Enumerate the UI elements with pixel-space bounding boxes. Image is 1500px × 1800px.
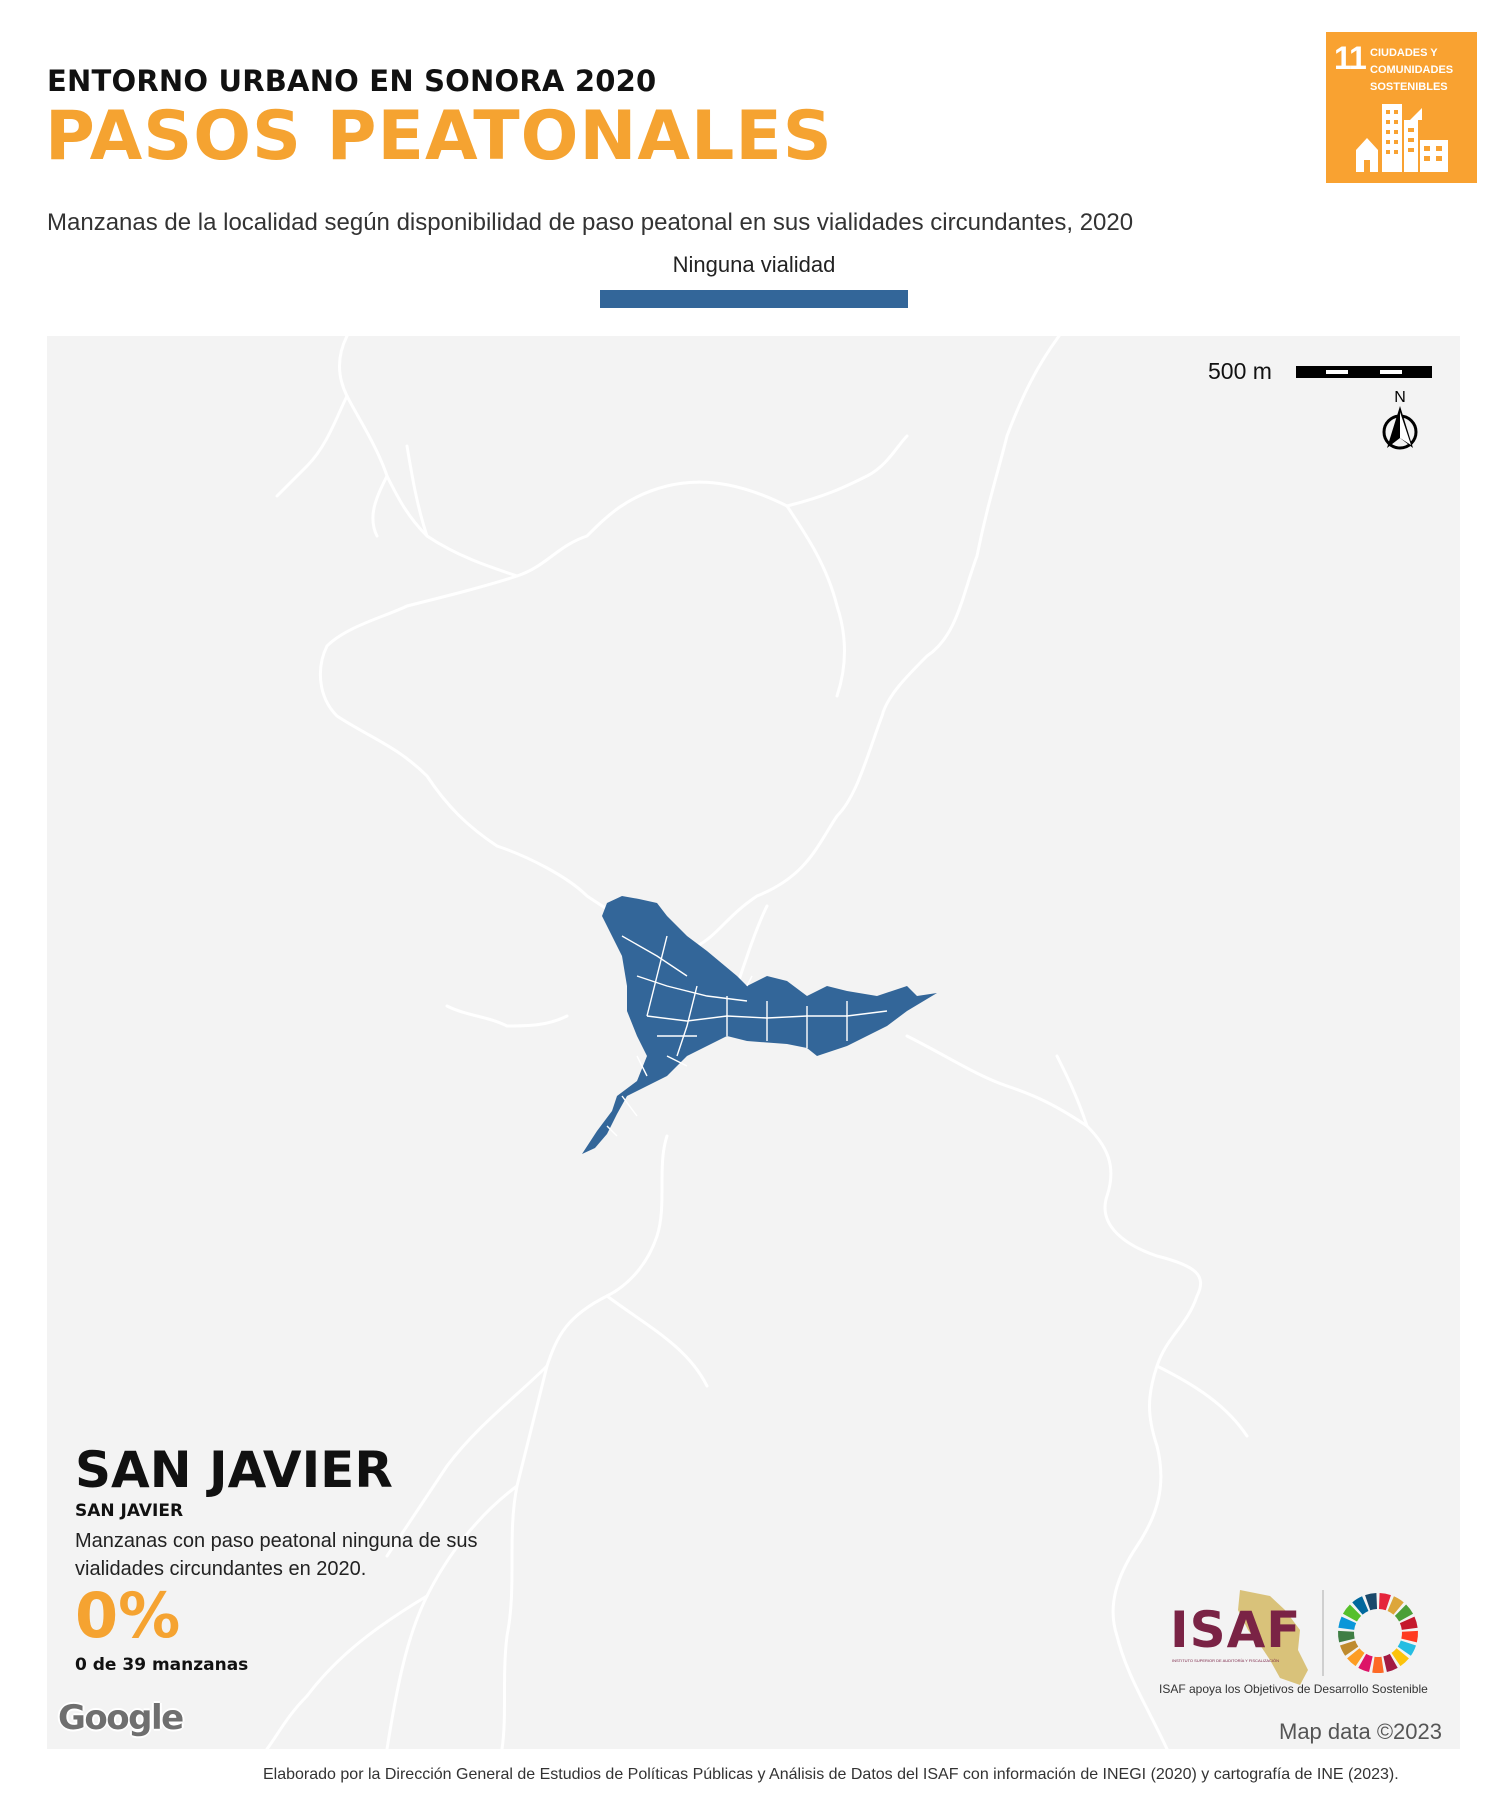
scale-label: 500 m	[1208, 358, 1272, 384]
sdg-wheel-segment	[1383, 1653, 1398, 1672]
sdg-wheel-segment	[1352, 1596, 1369, 1615]
sdg-wheel-segment	[1399, 1616, 1418, 1630]
road	[385, 1364, 549, 1558]
settlement-blocks[interactable]	[582, 896, 937, 1154]
sdg-wheel-segment	[1347, 1648, 1365, 1667]
logo-divider	[1322, 1590, 1324, 1676]
sdg-goal-line: CIUDADES Y	[1370, 47, 1438, 59]
sdg-wheel-segment	[1378, 1593, 1391, 1611]
road	[500, 1134, 669, 1749]
block-count: 0 de 39 manzanas	[75, 1655, 249, 1675]
scale-bar	[1296, 364, 1432, 385]
google-logo[interactable]: Google	[58, 1698, 184, 1738]
block-borders	[606, 935, 888, 1137]
map-subtitle: Manzanas de la localidad según disponibi…	[47, 209, 1134, 236]
road	[405, 444, 429, 538]
sdg-wheel-segment	[1365, 1593, 1378, 1611]
municipality-name: SAN JAVIER	[75, 1441, 393, 1499]
page-title: PASOS PEATONALES	[45, 97, 833, 176]
city-buildings-icon	[1326, 32, 1477, 183]
sdg-wheel-segment	[1397, 1640, 1417, 1656]
source-credits: Elaborado por la Dirección General de Es…	[263, 1766, 1399, 1783]
sdg-wheel-icon	[1336, 1591, 1420, 1680]
svg-text:N: N	[1394, 389, 1406, 406]
road	[605, 1294, 709, 1388]
kicker-heading: ENTORNO URBANO EN SONORA 2020	[47, 64, 657, 98]
road	[695, 336, 1061, 948]
sdg-11-badge	[1326, 32, 1477, 183]
road	[735, 904, 769, 988]
indicator-description: Manzanas con paso peatonal ninguna de su…	[75, 1530, 478, 1580]
sdg-wheel-segment	[1338, 1616, 1357, 1630]
map-canvas[interactable]	[47, 336, 1460, 1749]
sdg-wheel-segment	[1394, 1604, 1414, 1622]
sdg-wheel-segment	[1342, 1604, 1362, 1622]
road	[1155, 1364, 1249, 1438]
road	[905, 1034, 1203, 1749]
sdg-wheel-segment	[1387, 1596, 1404, 1615]
road	[785, 504, 846, 698]
sdg-goal-line: COMUNIDADES	[1370, 64, 1454, 76]
sdg-wheel-segment	[1401, 1630, 1418, 1643]
legend-label: Ninguna vialidad	[672, 252, 836, 277]
road	[445, 1004, 569, 1028]
north-arrow-icon: N	[1378, 388, 1422, 459]
map-attribution[interactable]: Map data ©2023	[1279, 1719, 1442, 1744]
sonora-map-icon	[1230, 1590, 1310, 1690]
sdg-goal-text: CIUDADES Y COMUNIDADES SOSTENIBLES	[1370, 45, 1470, 96]
indicator-percent: 0%	[75, 1579, 181, 1652]
isaf-logo: ISAF	[1170, 1601, 1302, 1659]
sdg-number: 11	[1334, 40, 1367, 76]
sdg-wheel-segment	[1372, 1656, 1384, 1673]
sdg-wheel-segment	[1391, 1648, 1409, 1667]
road	[1055, 1054, 1089, 1128]
isaf-caption: ISAF apoya los Objetivos de Desarrollo S…	[1159, 1682, 1428, 1696]
road	[265, 1594, 429, 1749]
sdg-goal-line: SOSTENIBLES	[1370, 81, 1448, 93]
map-roads-layer	[265, 336, 1249, 1749]
isaf-fullname: INSTITUTO SUPERIOR DE AUDITORÍA Y FISCAL…	[1172, 1658, 1280, 1663]
road	[371, 474, 389, 538]
sdg-wheel-segment	[1339, 1640, 1359, 1656]
sdg-wheel-segment	[1358, 1653, 1373, 1672]
legend-swatch	[600, 290, 908, 308]
road	[338, 336, 519, 578]
road	[275, 394, 349, 498]
locality-name: SAN JAVIER	[75, 1501, 184, 1521]
sdg-wheel-segment	[1338, 1630, 1355, 1643]
road	[318, 434, 909, 948]
